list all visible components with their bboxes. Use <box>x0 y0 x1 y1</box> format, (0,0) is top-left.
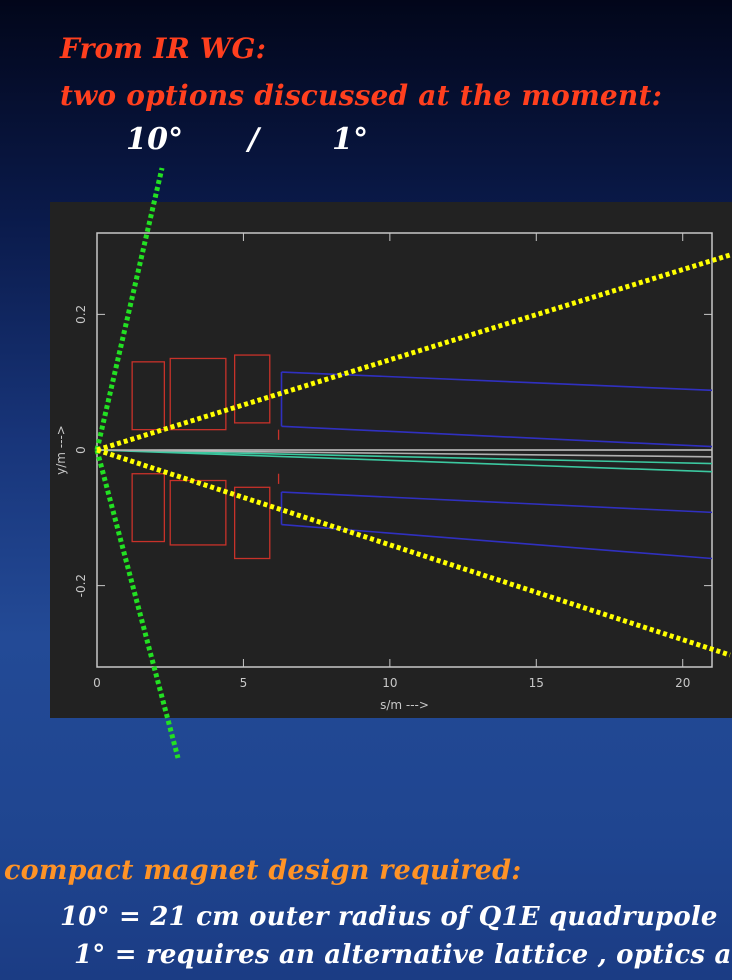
series-line <box>96 449 713 458</box>
angle-10-label: 10° <box>126 122 184 157</box>
series-line <box>281 425 713 448</box>
angle-separator: / <box>248 122 260 157</box>
beamline-chart-panel: 0 5 10 15 20 -0.2 0 0.2 s/m ---> y/m ---> <box>50 202 732 718</box>
angle-1-label: 1° <box>332 122 369 157</box>
x-tick-label: 0 <box>93 676 101 690</box>
y-tick-label: 0.2 <box>74 305 88 324</box>
x-tick-label: 20 <box>675 676 690 690</box>
bullet-10deg: 10° = 21 cm outer radius of Q1E quadrupo… <box>60 902 718 932</box>
x-axis-label: s/m ---> <box>380 698 429 712</box>
magnet-outline <box>131 473 166 543</box>
header-line-2: two options discussed at the moment: <box>60 79 663 112</box>
x-tick-label: 15 <box>529 676 544 690</box>
series-line <box>281 491 713 514</box>
series-line <box>281 371 713 392</box>
y-tick-label: 0 <box>74 446 88 454</box>
magnet-outline <box>233 354 271 424</box>
magnet-outline <box>233 486 271 560</box>
cone-10deg-upper <box>94 167 165 451</box>
y-tick-label: -0.2 <box>74 574 88 597</box>
magnet-outline <box>131 361 166 431</box>
cone-10deg-lower <box>94 449 181 759</box>
header-line-1: From IR WG: <box>60 32 267 65</box>
bullet-1deg: 1° = requires an alternative lattice , o… <box>74 940 732 970</box>
y-axis-label: y/m ---> <box>54 425 68 475</box>
x-tick-label: 5 <box>240 676 248 690</box>
cone-1deg-lower <box>96 447 731 658</box>
series-line <box>96 449 713 465</box>
beamline-chart: 0 5 10 15 20 -0.2 0 0.2 s/m ---> y/m ---> <box>54 232 713 712</box>
series-line <box>281 523 713 560</box>
cone-1deg-upper <box>96 252 731 453</box>
x-tick-label: 10 <box>382 676 397 690</box>
series-line <box>96 449 713 473</box>
bullet-heading: compact magnet design required: <box>4 855 522 886</box>
magnet-outline <box>169 357 227 431</box>
